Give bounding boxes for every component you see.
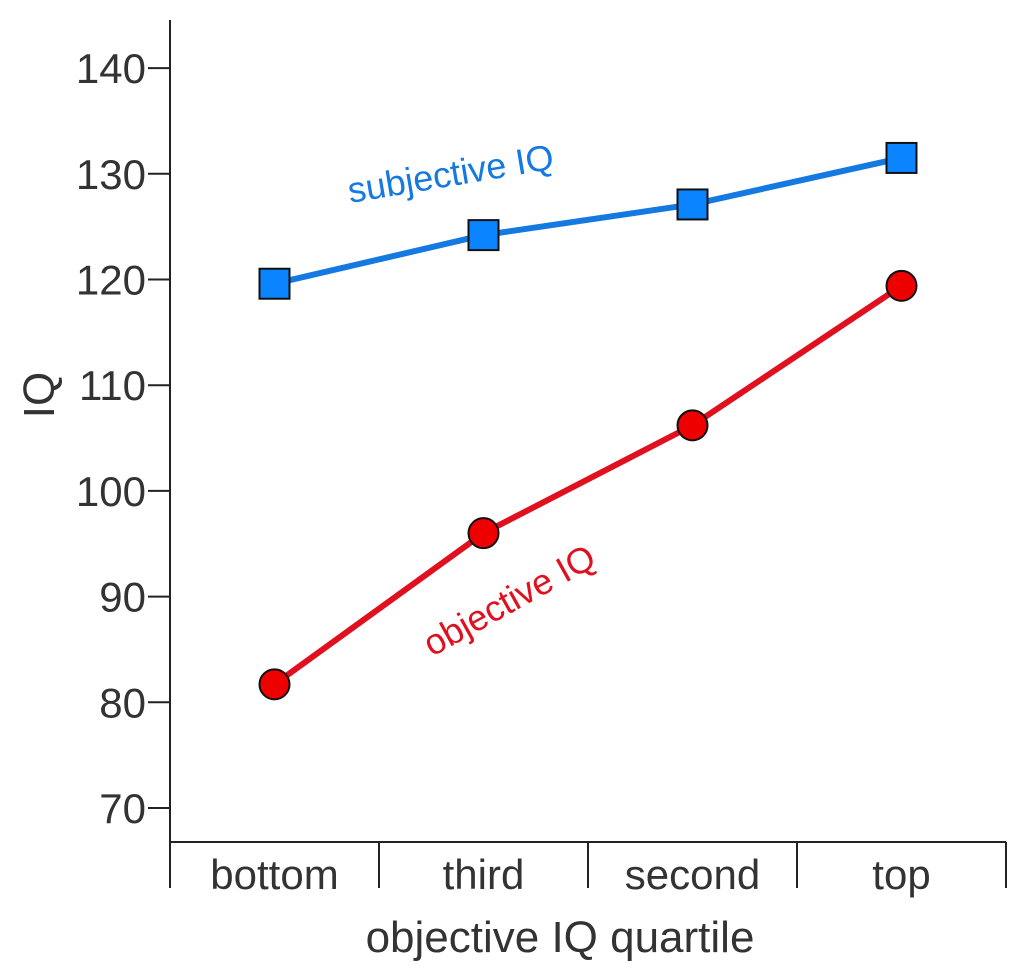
x-ticks: bottom third second top — [169, 842, 1007, 898]
y-tick-label-100: 100 — [76, 468, 146, 515]
objective-iq-point-top — [885, 269, 918, 302]
series-label-objective: objective IQ — [416, 536, 602, 664]
y-tick-label-120: 120 — [76, 257, 146, 304]
subjective-iq-point-third — [467, 219, 500, 252]
x-tick-label-second: second — [625, 851, 760, 898]
y-tick-label-110: 110 — [79, 362, 146, 409]
objective-iq-line — [272, 283, 904, 687]
x-axis-title: objective IQ quartile — [366, 913, 755, 962]
subjective-iq-point-second — [676, 188, 709, 221]
y-tick-label-80: 80 — [99, 679, 146, 726]
subjective-iq-point-bottom — [258, 267, 291, 300]
series-lines — [272, 155, 904, 687]
x-tick-label-top: top — [872, 851, 930, 898]
objective-iq-point-third — [467, 517, 500, 550]
subjective-iq-point-top — [885, 141, 918, 174]
x-tick-label-bottom: bottom — [210, 851, 338, 898]
y-tick-label-70: 70 — [99, 785, 146, 832]
series-markers — [258, 141, 918, 701]
objective-iq-point-second — [676, 409, 709, 442]
y-tick-label-130: 130 — [76, 151, 146, 198]
y-ticks: 70 80 90 100 110 120 130 140 — [76, 45, 170, 832]
y-tick-label-90: 90 — [99, 574, 146, 621]
series-label-subjective: subjective IQ — [345, 136, 557, 211]
subjective-iq-line — [273, 155, 903, 287]
y-axis-title: IQ — [15, 372, 64, 418]
objective-iq-point-bottom — [258, 668, 291, 701]
y-tick-label-140: 140 — [76, 45, 146, 92]
x-tick-label-third: third — [443, 851, 525, 898]
axes — [169, 20, 1006, 843]
